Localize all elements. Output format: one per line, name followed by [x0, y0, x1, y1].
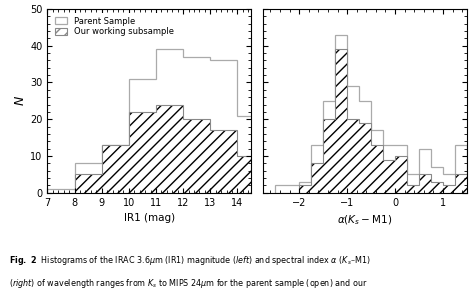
- Text: $\mathbf{Fig.\ 2}$  Histograms of the IRAC 3.6$\mu$m (IR1) magnitude ($\mathit{l: $\mathbf{Fig.\ 2}$ Histograms of the IRA…: [9, 254, 371, 267]
- X-axis label: $\alpha(K_s - {\rm M1})$: $\alpha(K_s - {\rm M1})$: [337, 213, 392, 227]
- Legend: Parent Sample, Our working subsample: Parent Sample, Our working subsample: [52, 13, 177, 39]
- Y-axis label: $N$: $N$: [14, 95, 27, 106]
- X-axis label: IR1 (mag): IR1 (mag): [124, 213, 175, 223]
- Text: ($\mathit{right}$) of wavelength ranges from $K_s$ to MIPS 24$\mu$m for the pare: ($\mathit{right}$) of wavelength ranges …: [9, 277, 368, 290]
